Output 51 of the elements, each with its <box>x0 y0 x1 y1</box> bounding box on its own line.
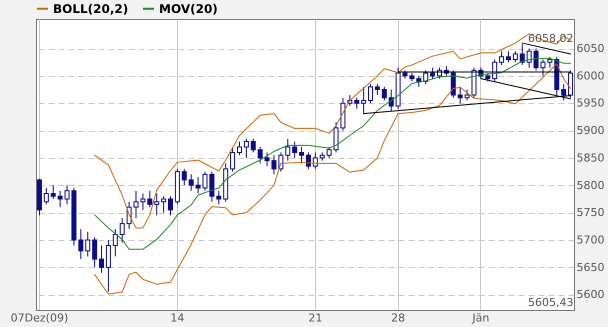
candlestick <box>464 89 470 101</box>
candlestick <box>244 138 249 158</box>
y-tick-label: 5650 <box>576 260 604 274</box>
candlestick <box>92 236 98 268</box>
y-tick-label: 5750 <box>576 206 604 220</box>
legend-label: BOLL(20,2) <box>53 2 128 16</box>
candlestick <box>230 146 236 172</box>
candlestick <box>161 196 166 214</box>
y-tick-label: 5900 <box>576 124 604 138</box>
candlestick <box>106 239 111 292</box>
x-tick-label: 21 <box>308 312 322 324</box>
candlestick <box>58 190 63 208</box>
candlestick <box>168 196 173 216</box>
candlestick <box>374 84 380 96</box>
candlestick <box>209 171 214 202</box>
candlestick <box>534 48 539 71</box>
candlestick <box>134 190 139 219</box>
x-tick-label: Jän <box>471 312 490 324</box>
candlestick <box>326 146 332 158</box>
y-tick-label: 6000 <box>576 69 604 82</box>
candlestick <box>368 84 374 104</box>
annotation: 5605,43 <box>528 296 574 309</box>
candlestick <box>140 192 146 210</box>
candlestick <box>202 171 208 192</box>
line-series <box>94 33 572 228</box>
candlestick <box>540 58 546 76</box>
x-tick-label: 28 <box>391 312 406 324</box>
candlestick <box>236 141 242 156</box>
candlestick <box>271 154 276 175</box>
y-tick-label: 5950 <box>576 96 604 110</box>
y-tick-label: 5800 <box>576 178 604 192</box>
y-tick-label: 6050 <box>576 42 604 56</box>
x-tick-label: 14 <box>170 312 184 324</box>
candlestick <box>547 56 552 68</box>
legend-label: MOV(20) <box>159 2 218 16</box>
candlestick <box>196 176 201 194</box>
candlestick <box>264 152 270 167</box>
candlestick <box>361 86 366 115</box>
candlestick <box>334 122 339 153</box>
candlestick <box>430 67 436 80</box>
y-tick-label: 5700 <box>576 233 604 246</box>
candlestick <box>499 50 504 66</box>
y-tick-label: 5600 <box>576 288 604 302</box>
candlestick <box>306 152 311 170</box>
y-tick-label: 5850 <box>576 151 604 164</box>
candlestick <box>64 184 70 205</box>
candlestick <box>506 50 511 63</box>
candlestick <box>99 244 104 274</box>
x-tick-label: 07Dez(09) <box>10 312 68 324</box>
candlestick <box>512 50 518 63</box>
candlestick <box>299 146 304 164</box>
